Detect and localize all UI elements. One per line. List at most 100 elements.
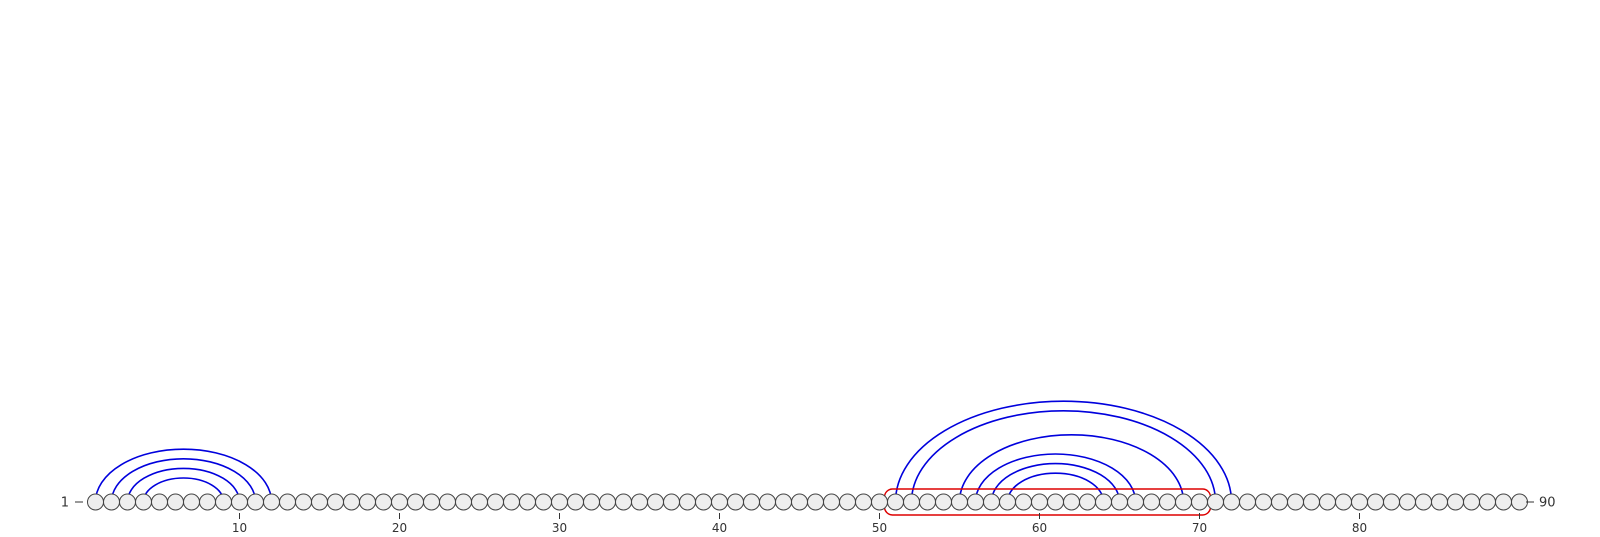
nucleotide-node xyxy=(455,493,472,511)
tick-label: 70 xyxy=(1192,521,1207,535)
nucleotide-node xyxy=(1111,493,1128,511)
nucleotide-node xyxy=(135,493,152,511)
base-pair-arc xyxy=(894,400,1233,503)
nucleotide-node xyxy=(583,493,600,511)
nucleotide-node xyxy=(1255,493,1272,511)
nucleotide-node xyxy=(983,493,1000,511)
nucleotide-node xyxy=(647,493,664,511)
nucleotide-node xyxy=(1303,493,1320,511)
base-pair-arc xyxy=(110,458,257,503)
nucleotide-node xyxy=(487,493,504,511)
nucleotide-node xyxy=(1015,493,1032,511)
nucleotide-node xyxy=(151,493,168,511)
nucleotide-node xyxy=(295,493,312,511)
nucleotide-node xyxy=(1319,493,1336,511)
nucleotide-node xyxy=(679,493,696,511)
nucleotide-node xyxy=(439,493,456,511)
nucleotide-node xyxy=(343,493,360,511)
nucleotide-node xyxy=(999,493,1016,511)
base-pair-arc xyxy=(142,477,225,503)
nucleotide-node xyxy=(791,493,808,511)
nucleotide-node xyxy=(855,493,872,511)
base-pair-arc xyxy=(94,448,273,503)
nucleotide-node xyxy=(327,493,344,511)
nucleotide-node xyxy=(167,493,184,511)
nucleotide-node xyxy=(1495,493,1512,511)
nucleotide-node xyxy=(1207,493,1224,511)
nucleotide-node xyxy=(1431,493,1448,511)
nucleotide-node xyxy=(823,493,840,511)
nucleotide-node xyxy=(951,493,968,511)
nucleotide-node xyxy=(407,493,424,511)
base-pair-arc xyxy=(958,434,1185,503)
nucleotide-node xyxy=(359,493,376,511)
base-pair-arc xyxy=(910,410,1217,503)
nucleotide-node xyxy=(1511,493,1528,511)
tick-label: 30 xyxy=(552,521,567,535)
tick-label: 80 xyxy=(1352,521,1367,535)
nucleotide-node xyxy=(567,493,584,511)
nucleotide-node xyxy=(1079,493,1096,511)
tick-label: 60 xyxy=(1032,521,1047,535)
nucleotide-node xyxy=(103,493,120,511)
nucleotide-node xyxy=(887,493,904,511)
nucleotide-node xyxy=(183,493,200,511)
nucleotide-node xyxy=(391,493,408,511)
base-pair-arc xyxy=(990,462,1121,503)
base-pair-arc xyxy=(974,453,1137,503)
tick-label: 10 xyxy=(232,521,247,535)
tick-label: 20 xyxy=(392,521,407,535)
nucleotide-node xyxy=(503,493,520,511)
nucleotide-node xyxy=(1191,493,1208,511)
end-label: 90 xyxy=(1539,496,1556,511)
nucleotide-node xyxy=(471,493,488,511)
nucleotide-node xyxy=(231,493,248,511)
nucleotide-node xyxy=(1143,493,1160,511)
nucleotide-node xyxy=(1095,493,1112,511)
nucleotide-node xyxy=(1239,493,1256,511)
nucleotide-node xyxy=(263,493,280,511)
nucleotide-node xyxy=(695,493,712,511)
base-pair-arc xyxy=(126,467,241,503)
nucleotide-node xyxy=(1399,493,1416,511)
nucleotide-node xyxy=(279,493,296,511)
nucleotide-node xyxy=(1271,493,1288,511)
arcs-layer xyxy=(94,400,1233,503)
nucleotide-node xyxy=(551,493,568,511)
nucleotide-node xyxy=(535,493,552,511)
nucleotide-node xyxy=(1047,493,1064,511)
nucleotide-node xyxy=(631,493,648,511)
nucleotide-node xyxy=(1367,493,1384,511)
nucleotide-node xyxy=(1127,493,1144,511)
nucleotide-node xyxy=(1335,493,1352,511)
nucleotide-node xyxy=(199,493,216,511)
nucleotide-node xyxy=(807,493,824,511)
tick-label: 40 xyxy=(712,521,727,535)
nucleotide-node xyxy=(119,493,136,511)
nucleotide-node xyxy=(903,493,920,511)
axis-layer: 1 90 10 20 30 40 50 60 70 80 xyxy=(61,496,1556,536)
nucleotide-node xyxy=(519,493,536,511)
nucleotide-node xyxy=(599,493,616,511)
nucleotide-node xyxy=(871,493,888,511)
nucleotide-node xyxy=(1287,493,1304,511)
nucleotide-node xyxy=(1175,493,1192,511)
nucleotide-node xyxy=(1351,493,1368,511)
nucleotide-node xyxy=(1463,493,1480,511)
nucleotide-node xyxy=(919,493,936,511)
nucleotide-node xyxy=(1063,493,1080,511)
nucleotide-node xyxy=(759,493,776,511)
nucleotide-node xyxy=(967,493,984,511)
nucleotide-node xyxy=(1479,493,1496,511)
nucleotide-node xyxy=(935,493,952,511)
nucleotide-node xyxy=(839,493,856,511)
nucleotide-node xyxy=(1159,493,1176,511)
nucleotide-node xyxy=(311,493,328,511)
nucleotide-node xyxy=(727,493,744,511)
nucleotide-node xyxy=(775,493,792,511)
nodes-layer xyxy=(87,493,1528,511)
start-label: 1 xyxy=(61,496,69,511)
tick-label: 50 xyxy=(872,521,887,535)
nucleotide-node xyxy=(1031,493,1048,511)
